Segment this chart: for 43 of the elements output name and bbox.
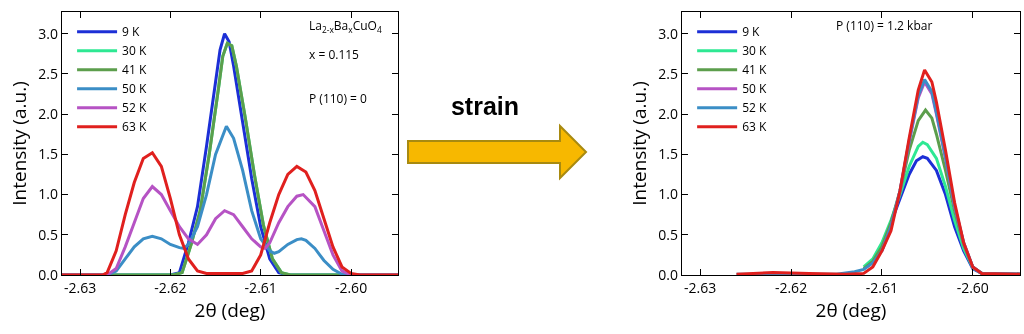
annotation: x = 0.115 — [309, 46, 360, 63]
legend-label: 30 K — [742, 42, 767, 60]
legend-label: 9 K — [122, 23, 141, 41]
y-tick-label: 1.0 — [38, 184, 58, 204]
legend-label: 52 K — [742, 99, 767, 117]
x-tick-label: -2.60 — [334, 278, 368, 297]
y-tick-label: 2.5 — [38, 63, 58, 83]
y-tick-label: 2.0 — [658, 104, 678, 124]
x-tick-label: -2.63 — [63, 278, 97, 297]
legend-label: 50 K — [122, 80, 147, 98]
x-tick-label: -2.62 — [154, 278, 187, 297]
y-axis-title: Intensity (a.u.) — [626, 81, 653, 206]
y-tick-label: 0.5 — [38, 224, 58, 244]
x-axis-title: 2θ (deg) — [194, 297, 266, 323]
legend-label: 30 K — [122, 42, 147, 60]
y-tick-label: 2.5 — [658, 63, 678, 83]
legend-label: 50 K — [742, 80, 767, 98]
x-tick-label: -2.61 — [244, 278, 277, 297]
x-tick-label: -2.61 — [865, 278, 898, 297]
x-tick-label: -2.63 — [684, 278, 717, 297]
y-tick-label: 1.0 — [658, 184, 678, 204]
y-tick-label: 1.5 — [658, 144, 678, 164]
x-tick-label: -2.60 — [956, 278, 989, 297]
legend-label: 52 K — [122, 99, 147, 117]
annotation: La$_{2-x}$Ba$_{x}$CuO$_{4}$ — [309, 17, 382, 35]
y-tick-label: 1.5 — [38, 144, 58, 164]
y-tick-label: 0.0 — [38, 264, 58, 284]
y-tick-label: 2.0 — [38, 104, 58, 124]
y-tick-label: 0.5 — [658, 224, 678, 244]
legend-label: 41 K — [122, 61, 147, 79]
annotation: P (110) = 1.2 kbar — [836, 17, 933, 34]
y-tick-label: 3.0 — [658, 23, 678, 43]
y-axis-title: Intensity (a.u.) — [6, 81, 33, 206]
y-tick-label: 0.0 — [658, 264, 678, 284]
x-tick-label: -2.62 — [774, 278, 808, 297]
y-tick-label: 3.0 — [38, 23, 58, 43]
x-axis-title: 2θ (deg) — [815, 297, 887, 323]
text: strain — [449, 92, 521, 121]
legend-label: 9 K — [742, 23, 761, 41]
legend-label: 63 K — [742, 118, 767, 136]
legend-label: 41 K — [742, 61, 767, 79]
annotation: P (110) = 0 — [309, 90, 368, 107]
legend-label: 63 K — [122, 118, 147, 136]
